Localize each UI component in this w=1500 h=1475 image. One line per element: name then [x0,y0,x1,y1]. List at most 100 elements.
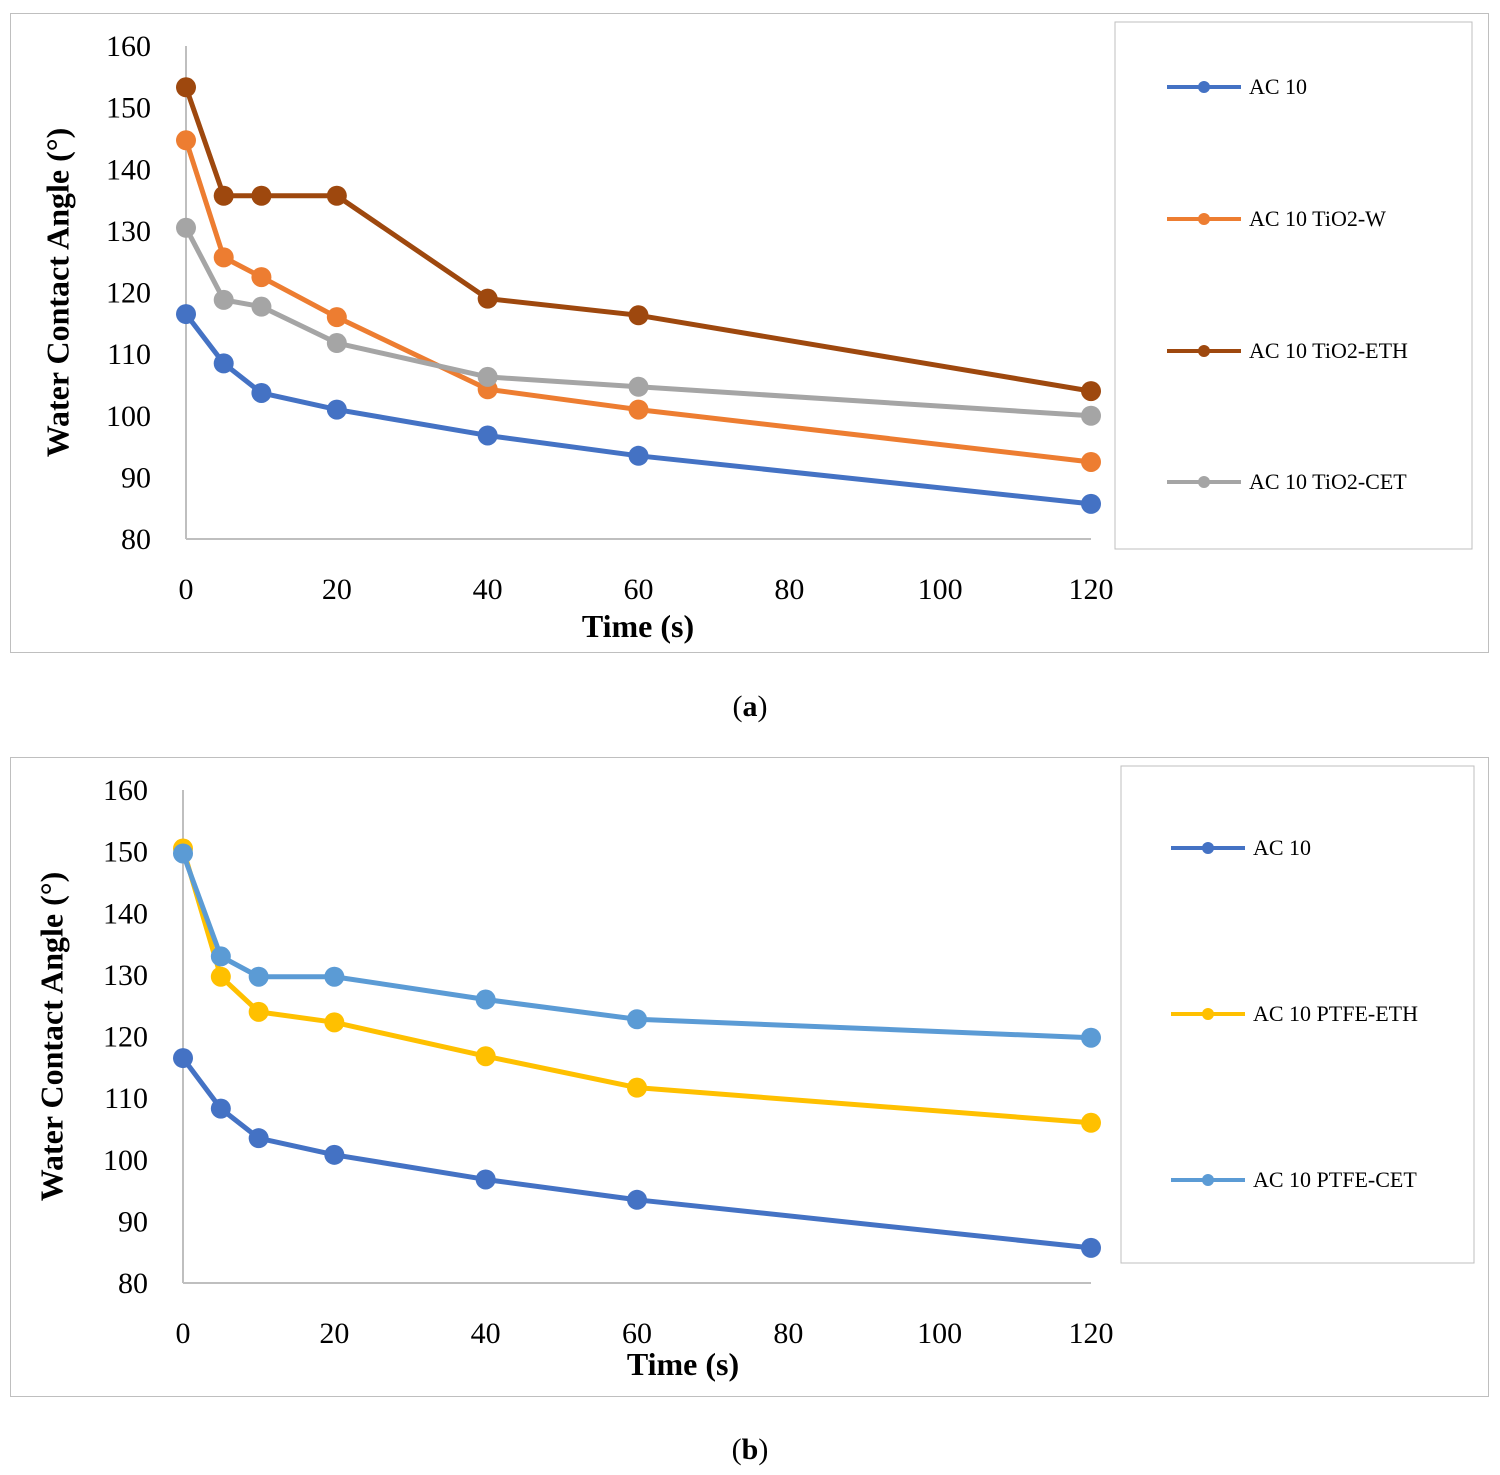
y-axis-title: Water Contact Angle (°) [39,128,75,457]
data-point [210,946,231,967]
data-point [627,1009,647,1030]
legend-swatch-marker [1198,213,1210,225]
data-point [213,247,234,268]
data-point [324,1012,345,1033]
series-ac-10-ptfe-cet [173,843,1101,1048]
data-point [1081,405,1101,426]
data-point [210,966,231,987]
data-point [251,267,272,288]
caption-a: (a) [732,690,768,723]
legend-swatch-marker [1202,1008,1214,1020]
y-tick-label: 90 [118,1205,148,1238]
legend-swatch-marker [1198,476,1210,488]
legend: AC 10 AC 10 PTFE-ETH AC 10 PTFE-CET [1120,765,1475,1264]
chart-a: 80 90 100 110 120 130 140 150 160 0 20 40 60 80 100 120… [39,21,1473,644]
chart-panel-a: 80 90 100 110 120 130 140 150 160 0 20 40 60 80 100 120… [10,13,1489,653]
legend-item: AC 10 TiO2-W [1167,206,1386,231]
series-ac-10-tio2-cet [176,217,1101,426]
data-point [477,366,498,387]
x-tick-label: 100 [917,1317,962,1350]
legend-item: AC 10 PTFE-ETH [1171,1001,1418,1026]
y-tick-label: 130 [106,215,151,248]
data-point [628,445,649,466]
data-point [248,966,269,987]
data-point [324,966,345,987]
legend-item: AC 10 TiO2-ETH [1167,338,1408,363]
y-axis-title: Water Contact Angle (°) [33,872,69,1201]
data-point [251,185,272,206]
data-point [326,333,347,354]
series-ac-10-ptfe-eth [173,838,1101,1133]
data-point [326,185,347,206]
data-point [1081,451,1101,472]
y-tick-label: 150 [106,92,151,125]
legend-swatch-marker [1198,81,1210,93]
data-point [1081,1112,1101,1133]
legend-label: AC 10 [1249,74,1307,99]
legend-label: AC 10 TiO2-W [1249,206,1386,231]
series-ac-10-tio2-w [176,130,1101,472]
x-tick-label: 120 [1069,573,1114,606]
legend-item: AC 10 [1167,74,1307,99]
x-tick-label: 40 [473,573,503,606]
series-ac-10-tio2-eth [176,77,1101,402]
data-point [326,399,347,420]
y-tick-label: 110 [107,338,151,371]
data-point [176,304,196,325]
caption-b: (b) [731,1433,769,1466]
y-tick-label: 120 [103,1021,148,1054]
x-tick-label: 20 [322,573,352,606]
legend-label: AC 10 PTFE-ETH [1253,1001,1418,1026]
data-point [251,296,272,317]
x-tick-label: 0 [179,573,194,606]
x-axis-title: Time (s) [582,608,694,644]
y-tick-label: 130 [103,959,148,992]
y-tick-label: 80 [121,523,151,556]
data-point [475,1046,496,1067]
legend-label: AC 10 PTFE-CET [1253,1167,1417,1192]
x-tick-label: 80 [773,1317,803,1350]
data-point [213,289,234,310]
legend-item: AC 10 TiO2-CET [1167,469,1407,494]
y-tick-label: 100 [103,1144,148,1177]
x-tick-label: 0 [176,1317,191,1350]
data-point [475,989,496,1010]
data-point [251,382,272,403]
legend-box [1114,21,1473,550]
data-point [1081,1027,1101,1048]
x-tick-label: 100 [918,573,963,606]
data-point [627,1189,647,1210]
data-point [210,1098,231,1119]
series-ac-10 [173,1048,1101,1258]
data-point [324,1144,345,1165]
chart-panel-b: 80 90 100 110 120 130 140 150 160 0 20 40 60 80 100 120… [10,757,1489,1397]
legend-swatch-marker [1202,1174,1214,1186]
data-point [176,77,196,98]
y-tick-label: 140 [103,897,148,930]
y-tick-label: 120 [106,277,151,310]
y-tick-label: 110 [104,1082,148,1115]
x-tick-label: 40 [471,1317,501,1350]
legend-swatch-marker [1198,345,1210,357]
data-point [176,217,196,238]
y-tick-label: 160 [103,774,148,807]
legend-item: AC 10 [1171,835,1311,860]
data-point [248,1001,269,1022]
data-point [213,185,234,206]
data-point [627,1077,647,1098]
legend-item: AC 10 PTFE-CET [1171,1167,1417,1192]
y-tick-label: 160 [106,30,151,63]
y-tick-label: 140 [106,153,151,186]
legend-label: AC 10 [1253,835,1311,860]
data-point [628,376,649,397]
legend-label: AC 10 TiO2-ETH [1249,338,1408,363]
x-tick-label: 20 [319,1317,349,1350]
x-axis-title: Time (s) [627,1346,739,1382]
data-point [628,399,649,420]
x-tick-label: 60 [622,1317,652,1350]
series-line [183,86,1092,394]
data-point [326,307,347,328]
data-point [1081,381,1101,402]
data-point [248,1128,269,1149]
legend-swatch-marker [1202,842,1214,854]
